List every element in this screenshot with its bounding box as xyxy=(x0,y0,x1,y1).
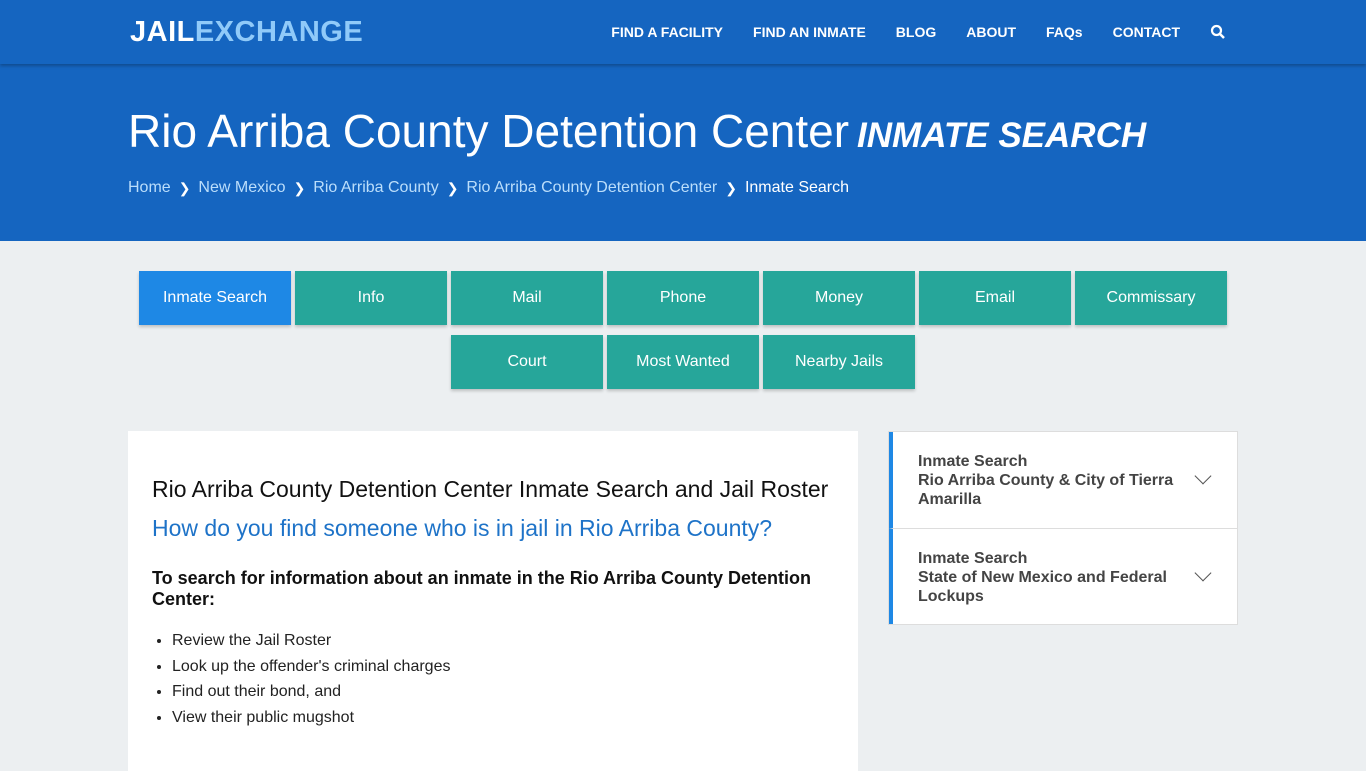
accordion-title: Inmate Search xyxy=(918,453,1028,470)
list-item: Find out their bond, and xyxy=(172,679,834,705)
logo-part2: EXCHANGE xyxy=(194,16,364,48)
title-subtitle: INMATE SEARCH xyxy=(857,116,1147,155)
accordion-title: Inmate Search xyxy=(918,550,1028,567)
accordion-subtitle: Rio Arriba County & City of Tierra Amari… xyxy=(918,472,1174,508)
sidebar: Inmate Search Rio Arriba County & City o… xyxy=(888,431,1238,625)
section-buttons: Inmate Search Info Mail Phone Money Emai… xyxy=(0,271,1366,399)
top-nav: JAILEXCHANGE FIND A FACILITY FIND AN INM… xyxy=(0,0,1366,64)
logo[interactable]: JAILEXCHANGE xyxy=(130,16,363,49)
court-button[interactable]: Court xyxy=(451,335,603,389)
accordion-state-search[interactable]: Inmate Search State of New Mexico and Fe… xyxy=(889,528,1237,624)
logo-part1: JAIL xyxy=(130,16,195,48)
nav-blog[interactable]: BLOG xyxy=(895,24,937,40)
nav-find-facility[interactable]: FIND A FACILITY xyxy=(611,24,724,40)
nearby-jails-button[interactable]: Nearby Jails xyxy=(763,335,915,389)
title-text: Rio Arriba County Detention Center xyxy=(128,105,850,157)
list-item: Review the Jail Roster xyxy=(172,628,834,654)
page-title: Rio Arriba County Detention Center INMATE… xyxy=(128,104,1146,158)
nav-about[interactable]: ABOUT xyxy=(966,24,1017,40)
crumb-county[interactable]: Rio Arriba County xyxy=(313,179,439,196)
chevron-right-icon: ❯ xyxy=(293,179,306,196)
chevron-right-icon: ❯ xyxy=(446,179,459,196)
crumb-facility[interactable]: Rio Arriba County Detention Center xyxy=(466,179,718,196)
chevron-down-icon xyxy=(1194,467,1212,485)
most-wanted-button[interactable]: Most Wanted xyxy=(607,335,759,389)
hero: Rio Arriba County Detention Center INMATE… xyxy=(0,64,1366,241)
search-icon[interactable] xyxy=(1210,24,1226,40)
mail-button[interactable]: Mail xyxy=(451,271,603,325)
list-item: View their public mugshot xyxy=(172,705,834,731)
content-heading: Rio Arriba County Detention Center Inmat… xyxy=(152,476,829,502)
phone-button[interactable]: Phone xyxy=(607,271,759,325)
crumb-current: Inmate Search xyxy=(744,179,850,196)
main-content: Rio Arriba County Detention Center Inmat… xyxy=(128,431,858,771)
commissary-button[interactable]: Commissary xyxy=(1075,271,1227,325)
nav-contact[interactable]: CONTACT xyxy=(1112,24,1180,40)
content-question: How do you find someone who is in jail i… xyxy=(152,515,773,541)
info-button[interactable]: Info xyxy=(295,271,447,325)
breadcrumb: Home ❯ New Mexico ❯ Rio Arriba County ❯ Rio… xyxy=(128,179,849,197)
chevron-right-icon: ❯ xyxy=(178,179,191,196)
nav-faqs[interactable]: FAQs xyxy=(1046,24,1083,40)
crumb-state[interactable]: New Mexico xyxy=(198,179,286,196)
info-list: Review the Jail Roster Look up the offen… xyxy=(152,628,834,730)
chevron-right-icon: ❯ xyxy=(725,179,737,196)
accordion-subtitle: State of New Mexico and Federal Lockups xyxy=(918,569,1167,605)
email-button[interactable]: Email xyxy=(919,271,1071,325)
money-button[interactable]: Money xyxy=(763,271,915,325)
content-intro: To search for information about an inmat… xyxy=(152,568,812,609)
list-item: Look up the offender's criminal charges xyxy=(172,654,834,680)
inmate-search-button[interactable]: Inmate Search xyxy=(139,271,291,325)
accordion-county-search[interactable]: Inmate Search Rio Arriba County & City o… xyxy=(889,432,1237,528)
nav-find-inmate[interactable]: FIND AN INMATE xyxy=(753,24,866,40)
crumb-home[interactable]: Home xyxy=(128,179,171,196)
chevron-down-icon xyxy=(1194,564,1212,582)
